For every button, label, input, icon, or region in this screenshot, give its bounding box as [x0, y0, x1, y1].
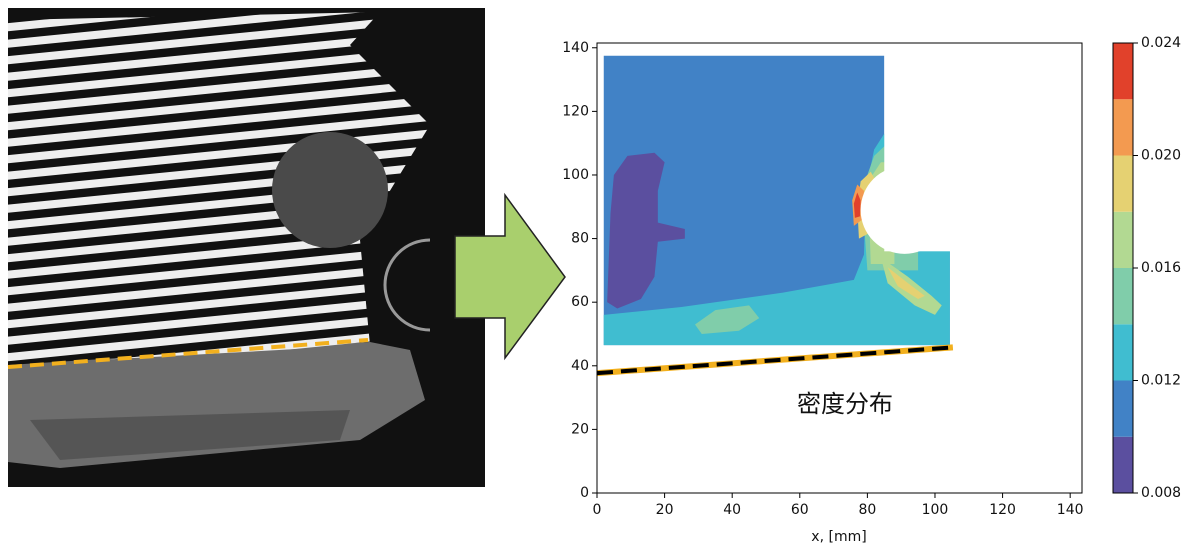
- x-tick-label: 120: [989, 502, 1016, 518]
- reference-line: [597, 347, 953, 373]
- colorbar-segment: [1113, 268, 1133, 324]
- y-tick-label: 40: [571, 358, 589, 374]
- colorbar-tick-label: 0.008: [1141, 485, 1181, 501]
- colorbar-tick-label: 0.024: [1141, 35, 1181, 51]
- x-tick-label: 140: [1057, 502, 1084, 518]
- colorbar-segment: [1113, 324, 1133, 380]
- y-tick-label: 100: [562, 167, 589, 183]
- colorbar-segment: [1113, 43, 1133, 99]
- photo: [0, 0, 485, 487]
- x-tick-label: 60: [791, 502, 809, 518]
- colorbar-segment: [1113, 156, 1133, 212]
- x-tick-label: 20: [656, 502, 674, 518]
- y-tick-label: 0: [580, 485, 589, 501]
- y-tick-label: 80: [571, 231, 589, 247]
- annotation: 密度分布: [797, 390, 893, 418]
- x-axis-label: x, [mm]: [811, 529, 866, 545]
- colorbar-segment: [1113, 99, 1133, 155]
- colorbar-tick-label: 0.012: [1141, 373, 1181, 389]
- x-tick-label: 40: [723, 502, 741, 518]
- colorbar-segment: [1113, 437, 1133, 493]
- x-tick-label: 0: [593, 502, 602, 518]
- figure: 密度分布 x, [mm] 0 20 40 60 80 100 120 140 0 20 40 60 80…: [0, 0, 1204, 547]
- colorbar-tick-label: 0.016: [1141, 260, 1181, 276]
- cutout: [861, 166, 949, 254]
- y-tick-label: 120: [562, 103, 589, 119]
- x-tick-label: 80: [858, 502, 876, 518]
- y-tick-label: 60: [571, 294, 589, 310]
- colorbar-segment: [1113, 381, 1133, 437]
- x-tick-label: 100: [922, 502, 949, 518]
- colorbar-tick-label: 0.020: [1141, 148, 1181, 164]
- colorbar-segment: [1113, 212, 1133, 268]
- y-tick-label: 140: [562, 40, 589, 56]
- y-tick-label: 20: [571, 421, 589, 437]
